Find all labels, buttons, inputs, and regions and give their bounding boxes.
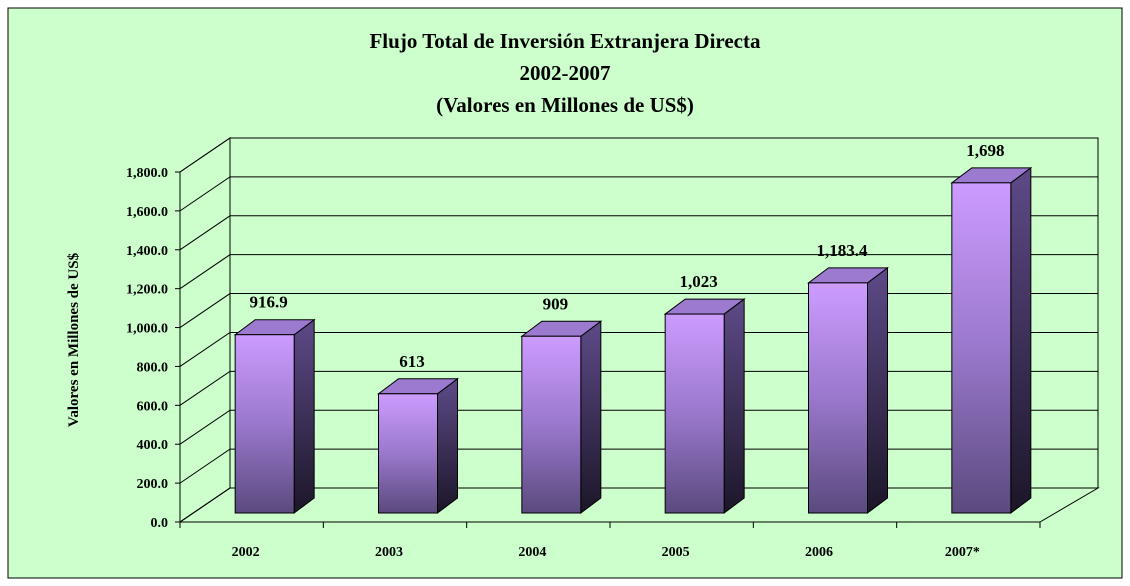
y-tick-label: 1,800.0 [126, 166, 168, 181]
y-tick-label: 1,400.0 [126, 244, 168, 259]
x-tick-label: 2006 [805, 545, 833, 560]
data-label: 909 [543, 294, 569, 313]
data-label: 916.9 [250, 293, 288, 312]
x-tick-label: 2005 [662, 545, 690, 560]
y-tick-label: 1,000.0 [126, 322, 168, 337]
y-axis-label: Valores en Millones de US$ [66, 252, 82, 427]
bar [521, 335, 582, 514]
bar [378, 393, 438, 514]
bar [951, 182, 1012, 514]
chart-subtitle: 2002-2007 [520, 61, 611, 85]
y-tick-label: 0.0 [151, 516, 169, 531]
data-label: 1,183.4 [817, 241, 869, 260]
x-tick-label: 2003 [375, 545, 403, 560]
y-tick-label: 800.0 [137, 360, 169, 375]
y-tick-label: 1,600.0 [126, 205, 168, 220]
x-tick-label: 2004 [518, 545, 546, 560]
bar-side [723, 298, 745, 514]
chart-title: Flujo Total de Inversión Extranjera Dire… [369, 29, 761, 53]
y-tick-label: 200.0 [137, 477, 169, 492]
grid-line [179, 137, 1098, 173]
bar-side [867, 266, 888, 514]
y-tick-label: 600.0 [137, 399, 169, 414]
bar [664, 313, 725, 514]
grid-line [179, 254, 1098, 290]
y-tick-label: 400.0 [137, 438, 169, 453]
bar-side [437, 377, 458, 514]
x-tick-label: 2007* [945, 545, 980, 560]
data-label: 1,698 [966, 141, 1004, 160]
y-tick-label: 1,200.0 [126, 283, 168, 298]
data-label: 1,023 [680, 272, 718, 291]
grid-line [179, 215, 1098, 251]
bar-side [1010, 166, 1032, 514]
bar [808, 282, 868, 514]
grid-line [179, 176, 1098, 212]
bar [234, 334, 295, 514]
bar-side [580, 320, 602, 514]
bar-side [293, 318, 315, 514]
x-tick-label: 2002 [232, 545, 260, 560]
data-label: 613 [399, 352, 425, 371]
chart-subtitle: (Valores en Millones de US$) [436, 93, 694, 117]
